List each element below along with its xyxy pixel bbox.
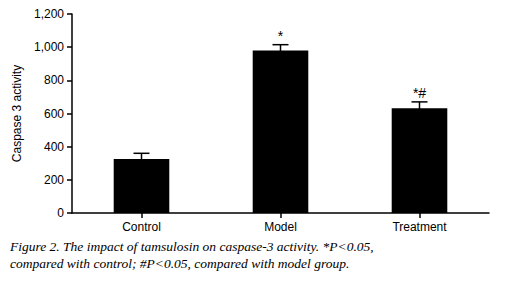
svg-text:1,000: 1,000 [34,40,64,54]
svg-text:Control: Control [122,220,161,234]
svg-text:*: * [278,28,284,44]
svg-text:400: 400 [44,140,64,154]
html-text:compared with control; #P<0.05: compared with control; #P<0.05, compared… [10,256,350,271]
svg-text:800: 800 [44,73,64,87]
svg-text:1,200: 1,200 [34,7,64,21]
svg-text:600: 600 [44,107,64,121]
svg-text:200: 200 [44,173,64,187]
svg-text:0: 0 [57,206,64,220]
svg-text:Model: Model [264,220,297,234]
svg-text:Treatment: Treatment [392,220,447,234]
svg-text:*#: *# [413,85,426,101]
svg-text:Caspase 3 activity: Caspase 3 activity [10,65,24,162]
html-text:Figure 2. The impact of tamsul: Figure 2. The impact of tamsulosin on ca… [10,239,374,254]
